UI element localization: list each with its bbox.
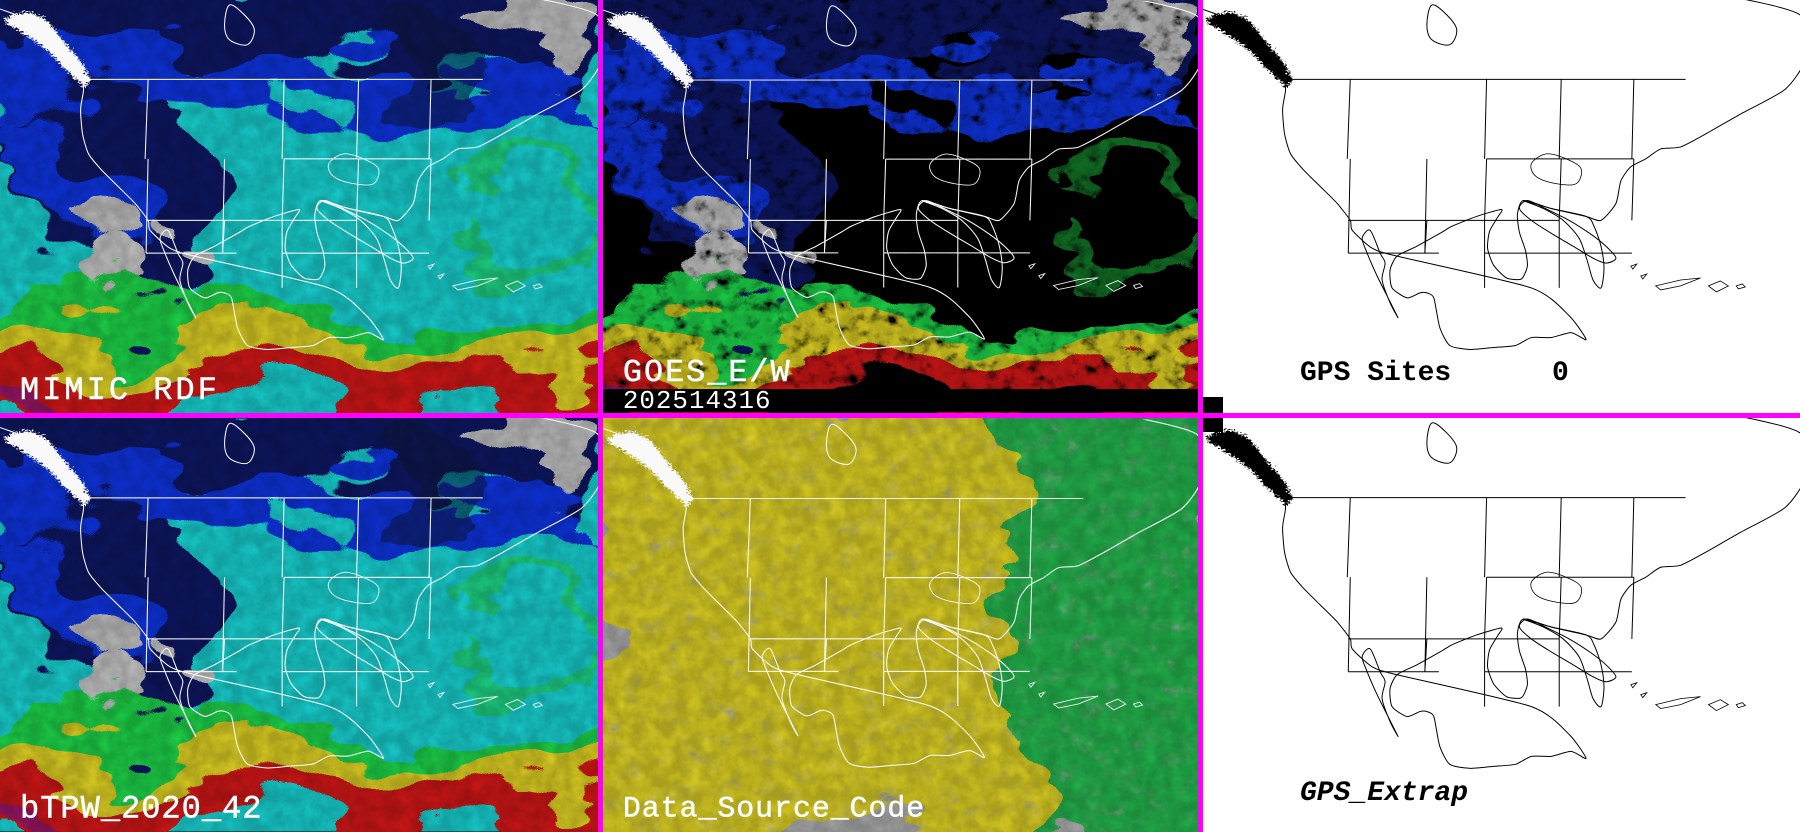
svg-text:Data_Source_Code: Data_Source_Code [623,792,925,826]
svg-text:MIMIC RDF: MIMIC RDF [20,372,220,409]
svg-text:202514316: 202514316 [623,386,772,413]
svg-text:bTPW_2020_42: bTPW_2020_42 [20,791,262,828]
